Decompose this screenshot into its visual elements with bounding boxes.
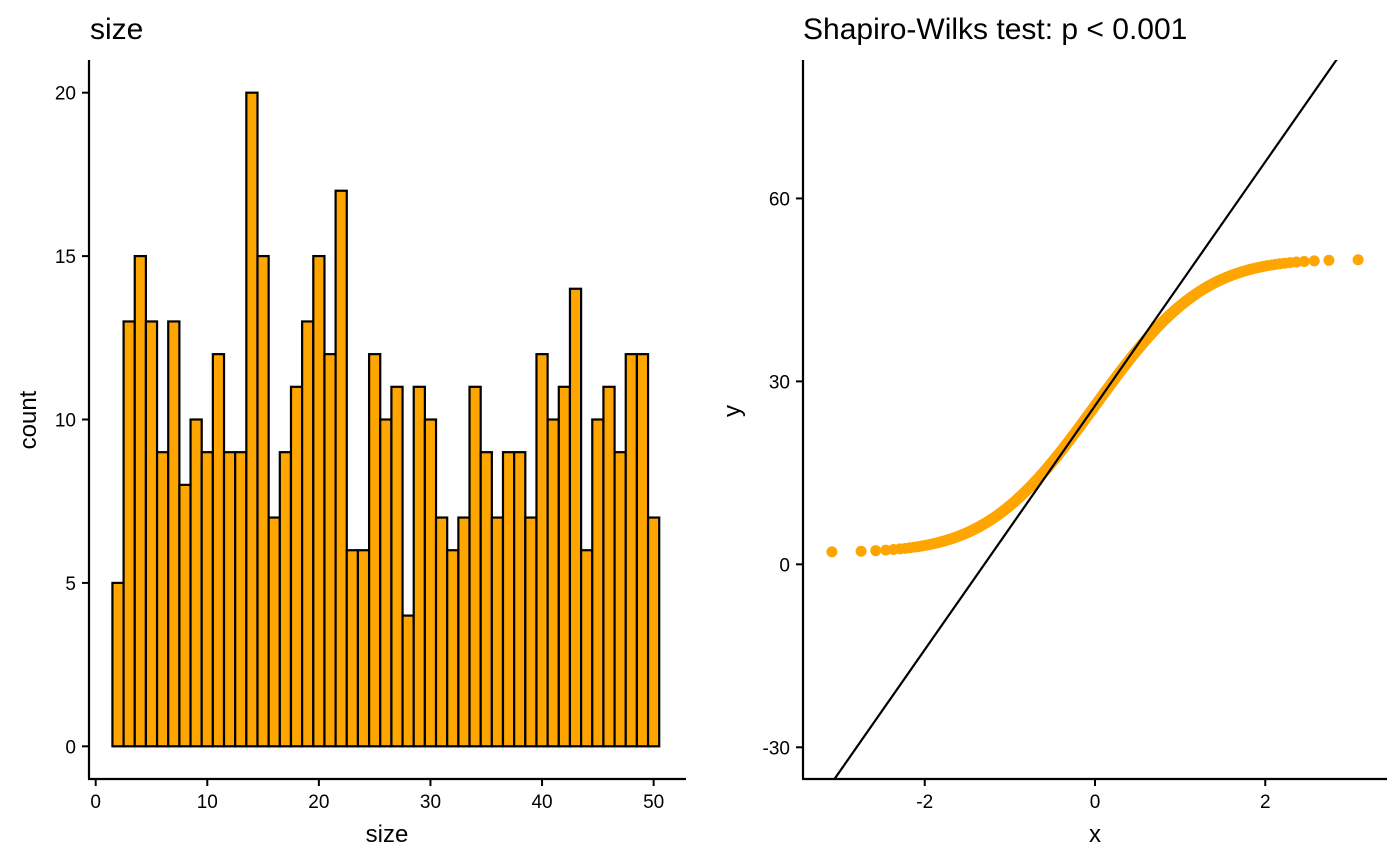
qq-point bbox=[1323, 254, 1335, 266]
qq-y-ticks: -30 0 30 60 bbox=[763, 189, 803, 759]
qq-y-tick-label: 30 bbox=[769, 372, 790, 393]
histogram-bar bbox=[189, 418, 203, 748]
histogram-bar bbox=[602, 385, 616, 748]
histogram-y-tick-label: 10 bbox=[55, 411, 76, 432]
histogram-y-tick-label: 0 bbox=[65, 737, 76, 758]
histogram-bar bbox=[568, 287, 583, 748]
histogram-bar bbox=[535, 353, 549, 748]
qq-y-tick-label: 60 bbox=[769, 189, 790, 210]
histogram-y-tick-label: 5 bbox=[65, 574, 76, 595]
histogram-bar bbox=[412, 385, 426, 748]
qq-x-tick-label: 0 bbox=[1090, 792, 1101, 813]
histogram-bar bbox=[289, 385, 304, 748]
histogram-bars bbox=[111, 91, 661, 748]
histogram-bar bbox=[155, 451, 170, 748]
histogram-bar bbox=[580, 549, 594, 748]
histogram-bar bbox=[367, 353, 382, 748]
histogram-title: size bbox=[90, 13, 143, 46]
histogram-bar bbox=[200, 451, 214, 748]
histogram-x-tick-label: 20 bbox=[308, 792, 329, 813]
histogram-bar bbox=[513, 451, 527, 748]
qq-x-tick-label: -2 bbox=[916, 792, 933, 813]
histogram-bar bbox=[423, 418, 438, 748]
qq-point bbox=[1352, 254, 1364, 266]
histogram-x-tick-label: 30 bbox=[420, 792, 441, 813]
qq-y-tick-label: -30 bbox=[763, 738, 790, 759]
qq-y-axis-title: y bbox=[719, 405, 746, 417]
histogram-bar bbox=[546, 418, 560, 748]
histogram-bar bbox=[379, 418, 393, 748]
qq-point bbox=[1298, 255, 1310, 267]
histogram-bar bbox=[479, 451, 493, 748]
qq-x-ticks: -2 0 2 bbox=[916, 779, 1271, 813]
histogram-y-ticks: 0 5 10 15 20 bbox=[55, 84, 89, 758]
qq-x-axis-title: x bbox=[1089, 821, 1101, 848]
histogram-bar bbox=[323, 353, 337, 748]
histogram-bar bbox=[401, 614, 415, 748]
histogram-bar bbox=[133, 254, 148, 748]
histogram-bar bbox=[301, 320, 315, 748]
histogram-panel: size 0 10 20 30 40 50 0 5 10 15 20 size count bbox=[15, 13, 686, 848]
histogram-bar bbox=[178, 483, 192, 748]
histogram-bar bbox=[334, 189, 348, 748]
histogram-bar bbox=[613, 451, 627, 748]
histogram-bar bbox=[211, 353, 226, 748]
histogram-y-tick-label: 15 bbox=[55, 247, 76, 268]
qq-point bbox=[870, 545, 882, 557]
qq-plot-title: Shapiro-Wilks test: p < 0.001 bbox=[803, 13, 1187, 46]
qq-point bbox=[855, 545, 867, 557]
qq-point bbox=[1308, 255, 1320, 267]
qq-y-tick-label: 0 bbox=[779, 555, 790, 576]
histogram-bar bbox=[267, 516, 281, 748]
histogram-bar bbox=[345, 549, 360, 748]
histogram-bar bbox=[256, 254, 270, 748]
histogram-bar bbox=[312, 254, 326, 748]
histogram-bar bbox=[646, 516, 661, 748]
histogram-bar bbox=[356, 549, 371, 748]
histogram-bar bbox=[278, 451, 293, 748]
histogram-y-axis-title: count bbox=[15, 390, 42, 449]
histogram-bar bbox=[434, 516, 449, 748]
histogram-x-tick-label: 50 bbox=[643, 792, 664, 813]
qq-plot-panel: Shapiro-Wilks test: p < 0.001 -2 0 2 -30 0 3… bbox=[719, 13, 1387, 848]
histogram-bar bbox=[457, 516, 471, 748]
histogram-bar bbox=[144, 320, 159, 748]
histogram-bar bbox=[557, 385, 572, 748]
histogram-bar bbox=[468, 385, 482, 748]
histogram-bar bbox=[122, 320, 136, 748]
histogram-bar bbox=[591, 418, 605, 748]
histogram-bar bbox=[501, 451, 516, 748]
histogram-bar bbox=[245, 91, 259, 748]
histogram-bar bbox=[234, 451, 248, 748]
histogram-bar bbox=[446, 549, 460, 748]
qq-point bbox=[826, 546, 838, 558]
histogram-bar bbox=[167, 320, 181, 748]
histogram-bar bbox=[624, 353, 638, 748]
histogram-bar bbox=[635, 353, 650, 748]
qq-reference-line bbox=[833, 60, 1338, 779]
histogram-x-ticks: 0 10 20 30 40 50 bbox=[90, 779, 664, 813]
histogram-x-tick-label: 40 bbox=[531, 792, 552, 813]
histogram-bar bbox=[524, 516, 538, 748]
histogram-bar bbox=[390, 385, 404, 748]
qq-x-tick-label: 2 bbox=[1260, 792, 1271, 813]
histogram-x-tick-label: 10 bbox=[197, 792, 218, 813]
histogram-bar bbox=[222, 451, 237, 748]
histogram-x-axis-title: size bbox=[366, 821, 409, 848]
histogram-y-tick-label: 20 bbox=[55, 84, 76, 105]
histogram-bar bbox=[490, 516, 505, 748]
histogram-x-tick-label: 0 bbox=[90, 792, 101, 813]
histogram-bar bbox=[111, 581, 125, 748]
